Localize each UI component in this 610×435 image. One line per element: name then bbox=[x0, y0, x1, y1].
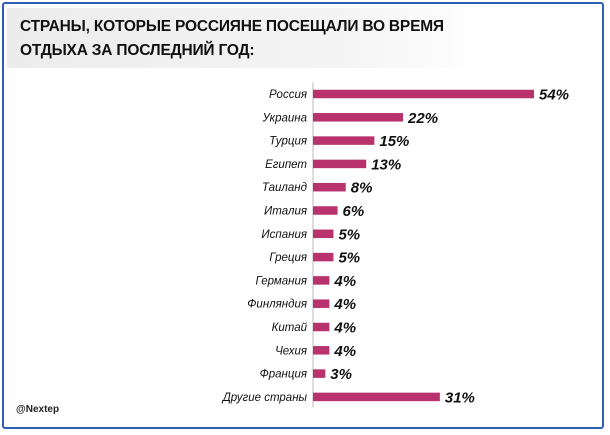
chart-title: СТРАНЫ, КОТОРЫЕ РОССИЯНЕ ПОСЕЩАЛИ ВО ВРЕ… bbox=[20, 18, 444, 59]
value-label: 4% bbox=[333, 273, 356, 290]
category-label: Египет bbox=[265, 159, 307, 171]
chart-frame bbox=[2, 2, 604, 429]
bar bbox=[313, 229, 334, 239]
value-label: 15% bbox=[379, 133, 409, 150]
bar bbox=[313, 136, 375, 145]
bar bbox=[313, 369, 326, 378]
category-label: Испания bbox=[261, 229, 307, 241]
value-label: 4% bbox=[333, 320, 356, 337]
value-label: 4% bbox=[333, 343, 356, 360]
category-label: Италия bbox=[264, 206, 307, 218]
bar bbox=[313, 182, 346, 192]
category-label: Германия bbox=[255, 275, 307, 287]
value-label: 22% bbox=[407, 110, 438, 127]
category-label: Украина bbox=[261, 112, 307, 124]
bar bbox=[313, 299, 330, 308]
bar bbox=[313, 252, 334, 262]
bar bbox=[313, 159, 367, 169]
value-label: 5% bbox=[338, 226, 360, 243]
category-label: Таиланд bbox=[262, 182, 307, 194]
value-label: 54% bbox=[539, 87, 569, 104]
bar bbox=[313, 392, 440, 402]
value-label: 31% bbox=[445, 389, 475, 406]
bar bbox=[313, 89, 534, 99]
category-label: Чехия bbox=[275, 345, 307, 357]
category-label: Финляндия bbox=[247, 299, 307, 311]
value-label: 8% bbox=[351, 180, 373, 197]
category-label: Турция bbox=[269, 136, 307, 148]
value-label: 4% bbox=[333, 296, 356, 313]
value-label: 5% bbox=[338, 250, 360, 267]
source-credit: @Nextep bbox=[16, 404, 60, 415]
title-band bbox=[7, 8, 484, 68]
value-label: 3% bbox=[330, 366, 352, 383]
value-label: 13% bbox=[371, 156, 401, 173]
category-label: Россия bbox=[269, 89, 307, 101]
category-label: Другие страны bbox=[221, 392, 308, 404]
bar bbox=[313, 346, 330, 355]
value-label: 6% bbox=[343, 203, 365, 220]
category-label: Греция bbox=[269, 252, 307, 264]
bar bbox=[313, 113, 404, 122]
bar bbox=[313, 206, 338, 215]
bar bbox=[313, 276, 330, 285]
category-label: Китай bbox=[272, 322, 308, 334]
category-label: Франция bbox=[260, 369, 307, 381]
bar bbox=[313, 322, 330, 332]
